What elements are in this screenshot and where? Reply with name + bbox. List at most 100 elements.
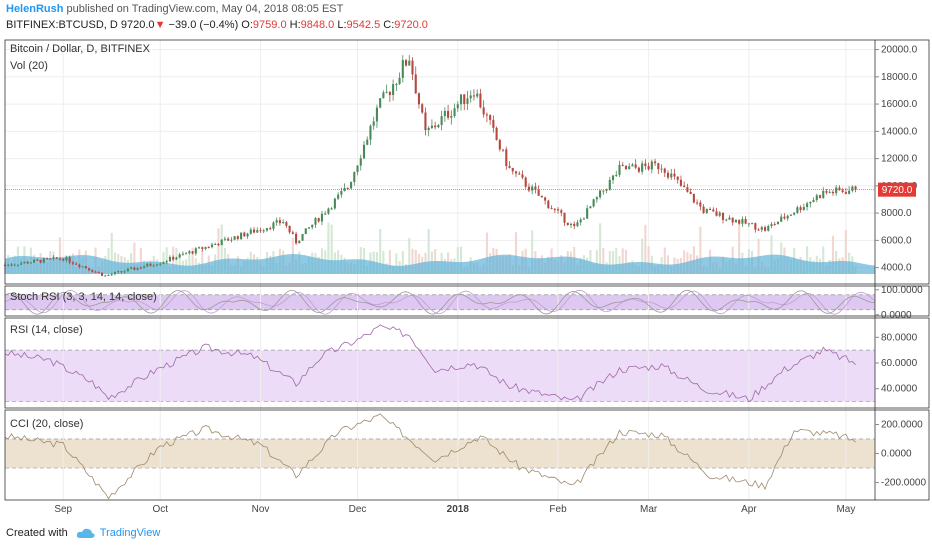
candle-body (482, 107, 485, 115)
candle-body (854, 186, 857, 190)
candle-body (754, 223, 757, 230)
publish-info: HelenRush published on TradingView.com, … (6, 3, 343, 15)
candle-body (188, 251, 191, 254)
candle-body (540, 195, 543, 198)
candle-body (139, 267, 142, 269)
candle-body (712, 209, 715, 212)
candle-body (353, 171, 356, 183)
close-label: C: (383, 19, 395, 31)
candle-body (143, 266, 146, 269)
candle-body (647, 166, 650, 170)
candle-body (58, 258, 62, 260)
candle-body (563, 212, 566, 223)
candle-body (453, 108, 456, 117)
volume-bar (395, 253, 398, 274)
volume-bar (139, 248, 142, 274)
x-tick-label: Feb (549, 504, 567, 515)
candle-body (350, 182, 353, 189)
candle-body (262, 230, 265, 232)
candle-body (214, 243, 217, 245)
rsi-line (4, 324, 856, 403)
candle-body (68, 257, 71, 263)
candle-body (489, 115, 492, 120)
candle-body (796, 207, 799, 213)
candle-body (476, 93, 479, 97)
candle-body (589, 206, 592, 209)
x-tick-label: Dec (349, 504, 367, 515)
volume-bar (327, 222, 330, 274)
candle-body (799, 207, 802, 211)
candle-body (511, 167, 514, 172)
candle-body (586, 208, 589, 219)
candle-body (430, 125, 433, 128)
candle-body (789, 214, 792, 216)
candle-body (29, 262, 32, 264)
footer: Created with TradingView (6, 527, 160, 539)
cci-band (5, 439, 875, 469)
candle-body (544, 197, 547, 201)
candle-body (55, 257, 58, 259)
candle-body (246, 233, 249, 237)
candle-body (747, 223, 750, 225)
candle-body (152, 265, 155, 267)
high-label: H: (289, 19, 301, 31)
last-price: 9720.0 (120, 19, 155, 31)
candle-body (379, 98, 382, 108)
candle-body (385, 91, 388, 93)
candle-body (709, 208, 712, 210)
candle-body (178, 254, 181, 258)
volume-bar (178, 255, 181, 274)
published-text: published on TradingView.com, May 04, 20… (66, 3, 344, 15)
cci-tick-label: 200.0000 (881, 420, 923, 431)
candle-body (437, 124, 440, 128)
candle-body (718, 212, 721, 216)
candle-body (359, 158, 362, 166)
candle-body (624, 165, 628, 170)
candle-body (346, 187, 349, 189)
close-value: 9720.0 (394, 19, 428, 31)
candle-body (317, 218, 320, 222)
candle-body (725, 219, 728, 221)
volume-bar (683, 250, 686, 274)
candle-body (295, 233, 298, 244)
candle-body (42, 258, 45, 263)
price-tick-label: 6000.0 (881, 235, 912, 246)
volume-bar (427, 228, 430, 274)
tradingview-cloud-icon[interactable] (76, 527, 96, 539)
candle-body (456, 104, 459, 109)
candle-body (495, 127, 498, 140)
candle-body (340, 191, 343, 195)
volume-ma-area (5, 254, 875, 274)
tradingview-link[interactable]: TradingView (99, 527, 161, 539)
candle-body (450, 116, 453, 118)
price-tick-label: 12000.0 (881, 154, 918, 165)
candle-body (835, 187, 838, 194)
candle-body (269, 228, 272, 230)
candle-body (207, 246, 210, 248)
candle-body (388, 91, 391, 96)
candle-body (728, 217, 731, 220)
x-tick-label: Apr (741, 504, 757, 515)
candle-body (369, 125, 372, 140)
volume-bar (388, 250, 391, 274)
x-tick-label: Nov (252, 504, 270, 515)
pane-frame (4, 409, 930, 501)
last-price-tag-text: 9720.0 (882, 185, 913, 196)
cci-tick-label: 0.0000 (881, 449, 912, 460)
volume-bar (615, 248, 618, 274)
candle-body (498, 139, 501, 150)
candle-body (291, 232, 294, 234)
candle-body (615, 174, 618, 176)
candle-body (233, 236, 236, 240)
volume-bar (844, 230, 847, 274)
volume-bar (624, 249, 628, 274)
author-name[interactable]: HelenRush (6, 3, 64, 15)
candle-body (398, 77, 401, 84)
candle-body (65, 257, 68, 261)
candle-body (249, 229, 252, 234)
candle-body (702, 206, 705, 213)
candle-body (502, 149, 505, 151)
candle-body (751, 223, 754, 225)
candle-body (33, 259, 36, 263)
